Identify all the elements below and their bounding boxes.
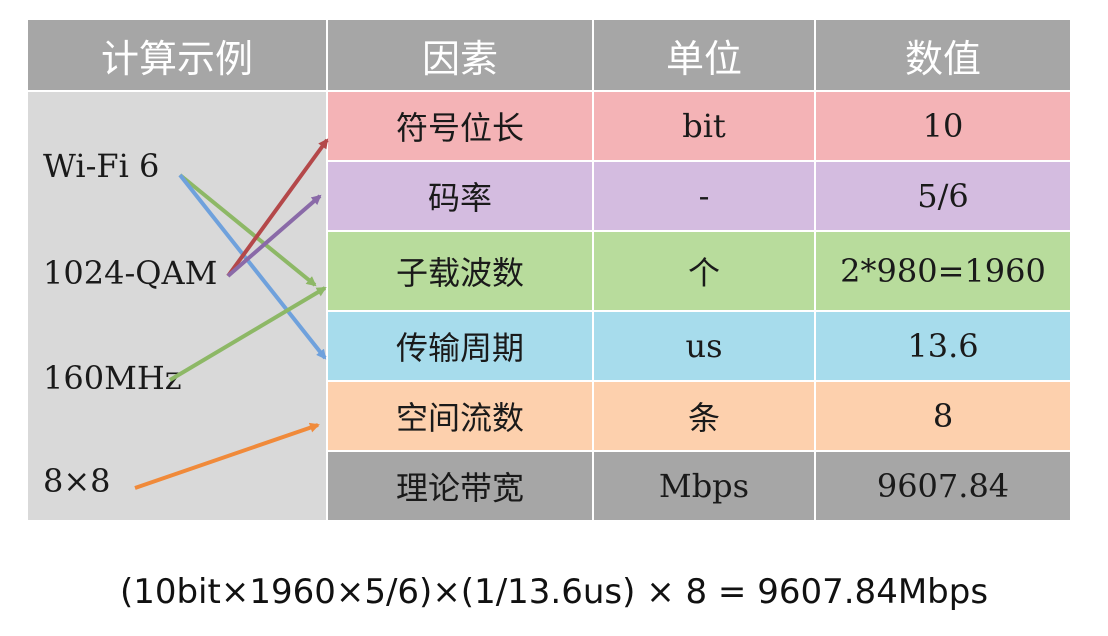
factor-cell: 理论带宽 bbox=[328, 452, 594, 520]
examples-column bbox=[28, 92, 326, 520]
row-subcarriers: 子载波数 个 2*980=1960 bbox=[328, 232, 1070, 310]
factor-cell: 符号位长 bbox=[328, 92, 594, 160]
factor-cell: 码率 bbox=[328, 162, 594, 230]
example-160mhz: 160MHz bbox=[43, 359, 182, 397]
header-factor: 因素 bbox=[328, 20, 592, 90]
arrow-qam-to-symbol-bits bbox=[226, 138, 329, 278]
value-cell: 2*980=1960 bbox=[816, 232, 1070, 310]
example-wifi6: Wi-Fi 6 bbox=[43, 147, 160, 185]
header-unit: 单位 bbox=[594, 20, 814, 90]
value-cell: 13.6 bbox=[816, 312, 1070, 380]
value-cell: 9607.84 bbox=[816, 452, 1070, 520]
example-8x8: 8×8 bbox=[43, 462, 111, 500]
unit-cell: 条 bbox=[594, 382, 816, 450]
row-symbol-bits: 符号位长 bit 10 bbox=[328, 92, 1070, 160]
unit-cell: - bbox=[594, 162, 816, 230]
row-spatial-streams: 空间流数 条 8 bbox=[328, 382, 1070, 450]
arrow-160mhz-to-subcarriers bbox=[168, 286, 327, 382]
arrow-qam-to-code-rate bbox=[226, 194, 322, 278]
arrow-8x8-to-streams bbox=[134, 422, 320, 490]
factor-cell: 子载波数 bbox=[328, 232, 594, 310]
row-transmission-period: 传输周期 us 13.6 bbox=[328, 312, 1070, 380]
unit-cell: 个 bbox=[594, 232, 816, 310]
bandwidth-formula: (10bit×1960×5/6)×(1/13.6us) × 8 = 9607.8… bbox=[119, 572, 989, 612]
unit-cell: bit bbox=[594, 92, 816, 160]
unit-cell: us bbox=[594, 312, 816, 380]
header-value: 数值 bbox=[816, 20, 1070, 90]
unit-cell: Mbps bbox=[594, 452, 816, 520]
arrow-wifi6-to-period bbox=[178, 173, 327, 360]
value-cell: 5/6 bbox=[816, 162, 1070, 230]
header-example: 计算示例 bbox=[28, 20, 326, 90]
factor-cell: 空间流数 bbox=[328, 382, 594, 450]
example-1024qam: 1024-QAM bbox=[43, 254, 218, 292]
value-cell: 8 bbox=[816, 382, 1070, 450]
arrow-wifi6-to-subcarriers bbox=[178, 173, 317, 287]
value-cell: 10 bbox=[816, 92, 1070, 160]
factor-cell: 传输周期 bbox=[328, 312, 594, 380]
row-code-rate: 码率 - 5/6 bbox=[328, 162, 1070, 230]
row-theoretical-bandwidth: 理论带宽 Mbps 9607.84 bbox=[328, 452, 1070, 520]
